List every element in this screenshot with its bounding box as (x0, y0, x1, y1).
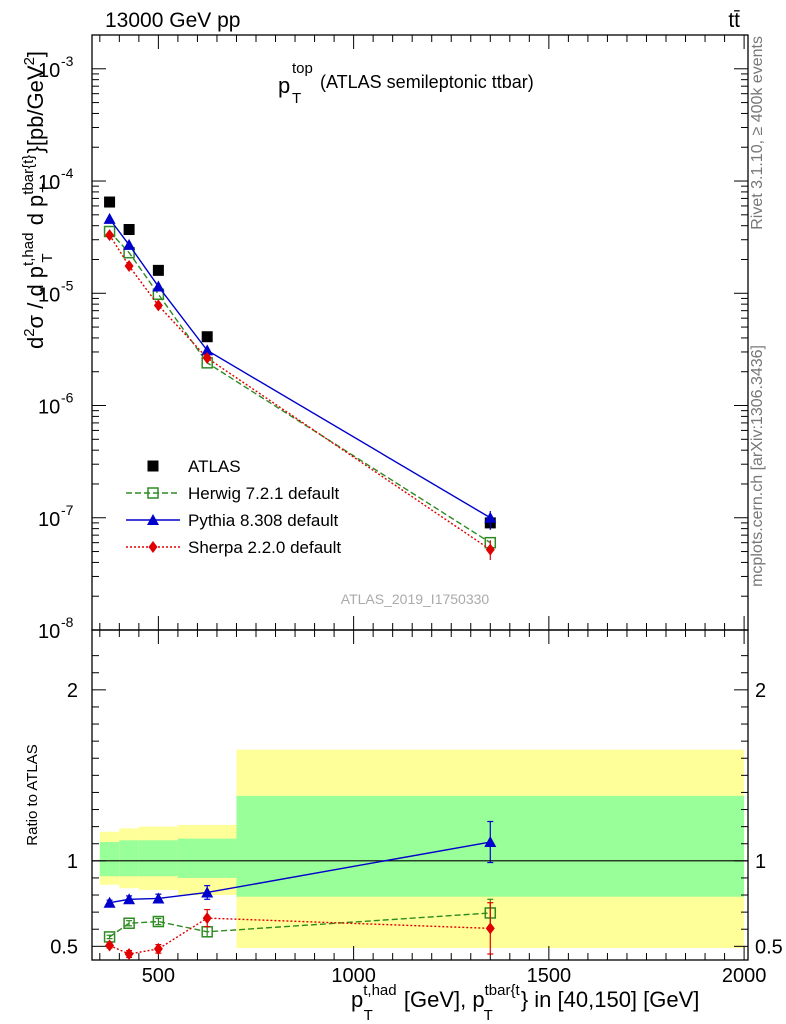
pythia-ratio-point (103, 896, 116, 908)
pythia-point (201, 344, 214, 356)
ratio-y-tick-label-right: 1 (755, 851, 766, 873)
y-tick-label: 10 (38, 172, 60, 194)
sherpa-ratio-point (105, 939, 115, 952)
pythia-point (123, 238, 136, 250)
legend-marker-sherpa (148, 541, 158, 553)
atlas-point (201, 331, 213, 343)
legend-label-atlas: ATLAS (188, 457, 241, 476)
band-stat-2 (138, 840, 178, 877)
y-tick-label: 10 (38, 621, 60, 643)
legend-marker-atlas (147, 460, 159, 472)
title-sub: T (292, 90, 301, 107)
rivet-label: Rivet 3.1.10, ≥ 400k events (749, 36, 766, 230)
atlas-point (152, 264, 164, 276)
pythia-point (152, 280, 165, 292)
x-tick-label: 500 (142, 965, 175, 987)
sherpa-ratio-point (124, 948, 134, 961)
pythia-line (109, 218, 491, 519)
herwig-line (109, 231, 491, 544)
y-tick-label: 10 (38, 284, 60, 306)
title-suffix: (ATLAS semileptonic ttbar) (320, 72, 534, 92)
y-tick-exponent: -8 (61, 614, 74, 630)
x-tick-label: 1500 (527, 965, 572, 987)
sherpa-ratio-point (202, 912, 212, 925)
y-tick-exponent: -6 (61, 390, 74, 406)
y-tick-label: 10 (38, 397, 60, 419)
process-label: tt̄ (728, 9, 740, 32)
herwig-ratio-point (123, 917, 135, 929)
ratio-ylabel: Ratio to ATLAS (24, 744, 41, 845)
pythia-ratio-point (484, 836, 497, 848)
mcplots-label: mcplots.cern.ch [arXiv:1306.3436] (749, 345, 766, 587)
main-title: p top T (ATLAS semileptonic ttbar) (278, 60, 534, 107)
sherpa-point (124, 259, 134, 272)
ratio-y-tick-label-right: 0.5 (755, 936, 783, 958)
y-tick-exponent: -4 (61, 165, 74, 181)
energy-label: 13000 GeV pp (105, 9, 240, 32)
x-tick-label: 2000 (722, 965, 767, 987)
band-stat-1 (119, 840, 139, 877)
ratio-frame (91, 629, 749, 961)
sherpa-ratio-point (485, 922, 495, 935)
pythia-ratio-point (152, 892, 165, 904)
ratio-plot: 500 1000 1500 2000 0.5 0.5 1 1 2 2 (50, 629, 783, 987)
x-axis-label: pt,had T [GeV], ptbar{t T} in [40,150] [Ge… (351, 982, 699, 1024)
pythia-ratio-point (201, 886, 214, 898)
band-stat-3 (177, 838, 237, 878)
y-tick-label: 10 (38, 60, 60, 82)
ratio-y-tick-label: 2 (67, 680, 78, 702)
ratio-y-tick-label-right: 2 (755, 680, 766, 702)
main-ylabel: d2σ / d pt,had T d ptbar{t} T}[pb/GeV2] (20, 51, 56, 349)
title-sup: top (292, 60, 313, 77)
analysis-id: ATLAS_2019_I1750330 (341, 591, 490, 607)
sherpa-point (202, 352, 212, 365)
pythia-ratio-point (123, 893, 136, 905)
sherpa-ratio-point (153, 942, 163, 955)
pythia-point (103, 212, 116, 224)
title-p: p (278, 73, 290, 98)
legend-label-sherpa: Sherpa 2.2.0 default (188, 538, 341, 557)
legend-label-herwig: Herwig 7.2.1 default (188, 484, 339, 503)
y-tick-exponent: -7 (61, 502, 74, 518)
ratio-y-tick-label: 0.5 (50, 936, 78, 958)
legend-marker-pythia (147, 514, 159, 525)
herwig-ratio-point (152, 915, 165, 928)
x-tick-label: 1000 (331, 965, 376, 987)
band-stat-0 (99, 842, 120, 877)
sherpa-point (153, 299, 163, 312)
sherpa-point (105, 229, 115, 242)
legend-marker-herwig (147, 487, 159, 499)
y-tick-exponent: -3 (61, 53, 74, 69)
y-tick-exponent: -5 (61, 277, 74, 293)
y-tick-label: 10 (38, 509, 60, 531)
main-plot: 10-310-410-510-610-710-8 (38, 34, 749, 643)
atlas-point (104, 196, 116, 208)
ratio-y-tick-label: 1 (67, 851, 78, 873)
legend-label-pythia: Pythia 8.308 default (188, 511, 339, 530)
legend: ATLAS Herwig 7.2.1 default Pythia 8.308 de… (126, 457, 341, 557)
atlas-point (123, 223, 135, 235)
